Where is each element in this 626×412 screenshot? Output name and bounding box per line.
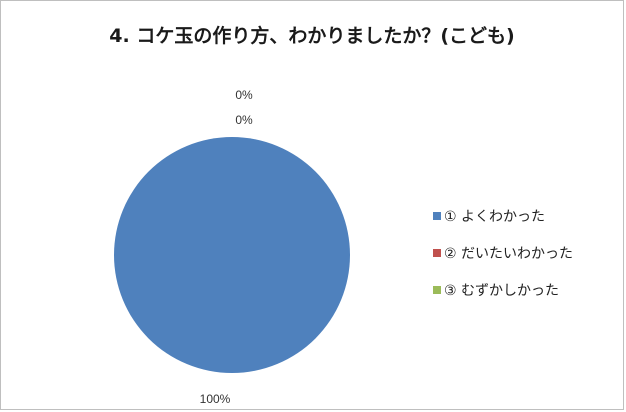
data-label: 0% <box>235 88 253 102</box>
data-label: 0% <box>235 113 253 127</box>
legend-swatch-icon <box>433 212 441 220</box>
pie-slice <box>114 137 350 373</box>
legend-swatch-icon <box>433 286 441 294</box>
legend-label: ③ むずかしかった <box>444 283 560 299</box>
legend-entry: ① よくわかった <box>433 206 573 226</box>
legend-label: ① よくわかった <box>444 209 546 225</box>
legend-entry: ③ むずかしかった <box>433 280 573 300</box>
chart-title: 4. コケ玉の作り方、わかりましたか？(こども) <box>109 25 515 47</box>
legend-label: ② だいたいわかった <box>444 246 574 262</box>
chart-legend: ① よくわかった ② だいたいわかった ③ むずかしかった <box>433 206 573 317</box>
legend-swatch-icon <box>433 249 441 257</box>
legend-entry: ② だいたいわかった <box>433 243 573 263</box>
data-label: 100% <box>200 392 231 406</box>
